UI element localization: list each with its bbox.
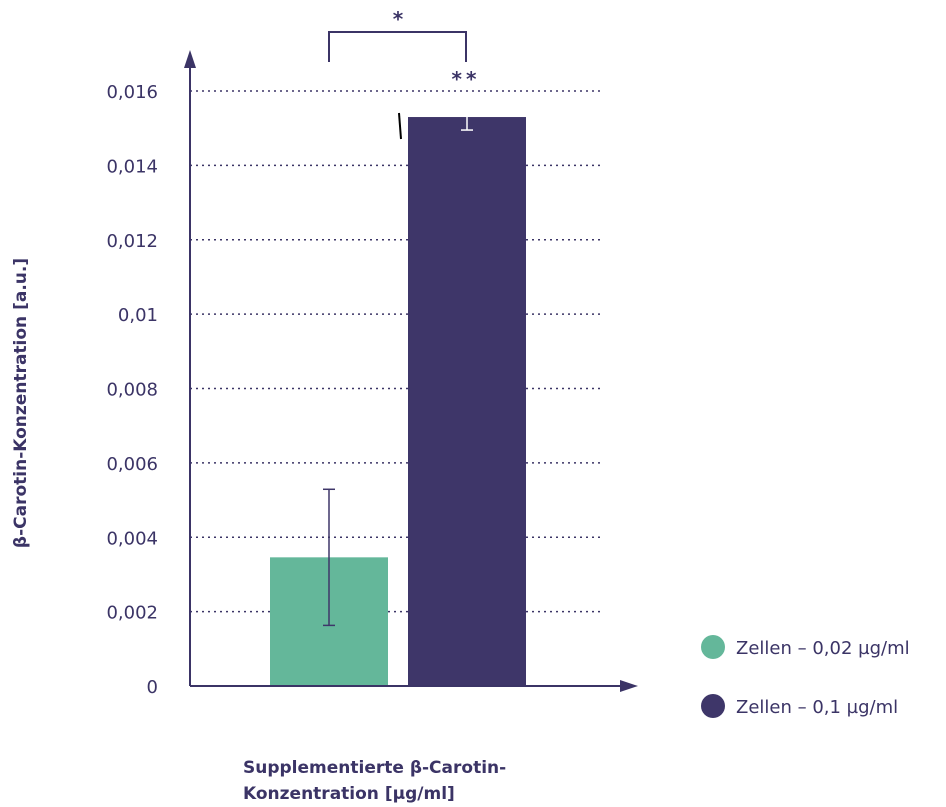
- bar2-significance-label: **: [452, 67, 481, 91]
- y-tick-label: 0,004: [106, 528, 158, 549]
- y-tick-label: 0,006: [106, 454, 158, 475]
- y-tick-labels: 0 0,002 0,004 0,006 0,008 0,01 0,012 0,014 0,016: [106, 82, 158, 698]
- y-tick-label: 0,014: [106, 156, 158, 177]
- legend-swatch-series-2: [701, 694, 725, 718]
- bar-marker-stroke: [398, 112, 402, 140]
- legend-swatch-series-1: [701, 635, 725, 659]
- legend-label-series-2: Zellen – 0,1 µg/ml: [736, 697, 898, 718]
- y-axis-arrow: [184, 50, 196, 68]
- error-bar-series-2: [461, 103, 473, 131]
- y-tick-label: 0,008: [106, 380, 158, 401]
- legend-label-series-1: Zellen – 0,02 µg/ml: [736, 638, 910, 659]
- legend: Zellen – 0,02 µg/ml Zellen – 0,1 µg/ml: [701, 635, 910, 718]
- y-tick-label: 0: [147, 677, 158, 698]
- x-axis-arrow: [620, 680, 638, 692]
- gridlines: [190, 90, 604, 613]
- error-bar-series-1: [323, 488, 335, 627]
- x-axis-title-line2: Konzentration [µg/ml]: [243, 784, 455, 804]
- significance-bracket: [328, 31, 467, 62]
- bars: [270, 103, 526, 686]
- y-tick-label: 0,002: [106, 603, 158, 624]
- x-axis-title-line1: Supplementierte β-Carotin-: [243, 758, 506, 778]
- y-tick-label: 0,01: [118, 305, 158, 326]
- y-tick-label: 0,016: [106, 82, 158, 103]
- y-tick-label: 0,012: [106, 231, 158, 252]
- bar-series-2: [408, 117, 526, 686]
- bracket-significance-label: *: [393, 7, 404, 31]
- y-axis-title: β-Carotin-Konzentration [a.u.]: [11, 258, 31, 548]
